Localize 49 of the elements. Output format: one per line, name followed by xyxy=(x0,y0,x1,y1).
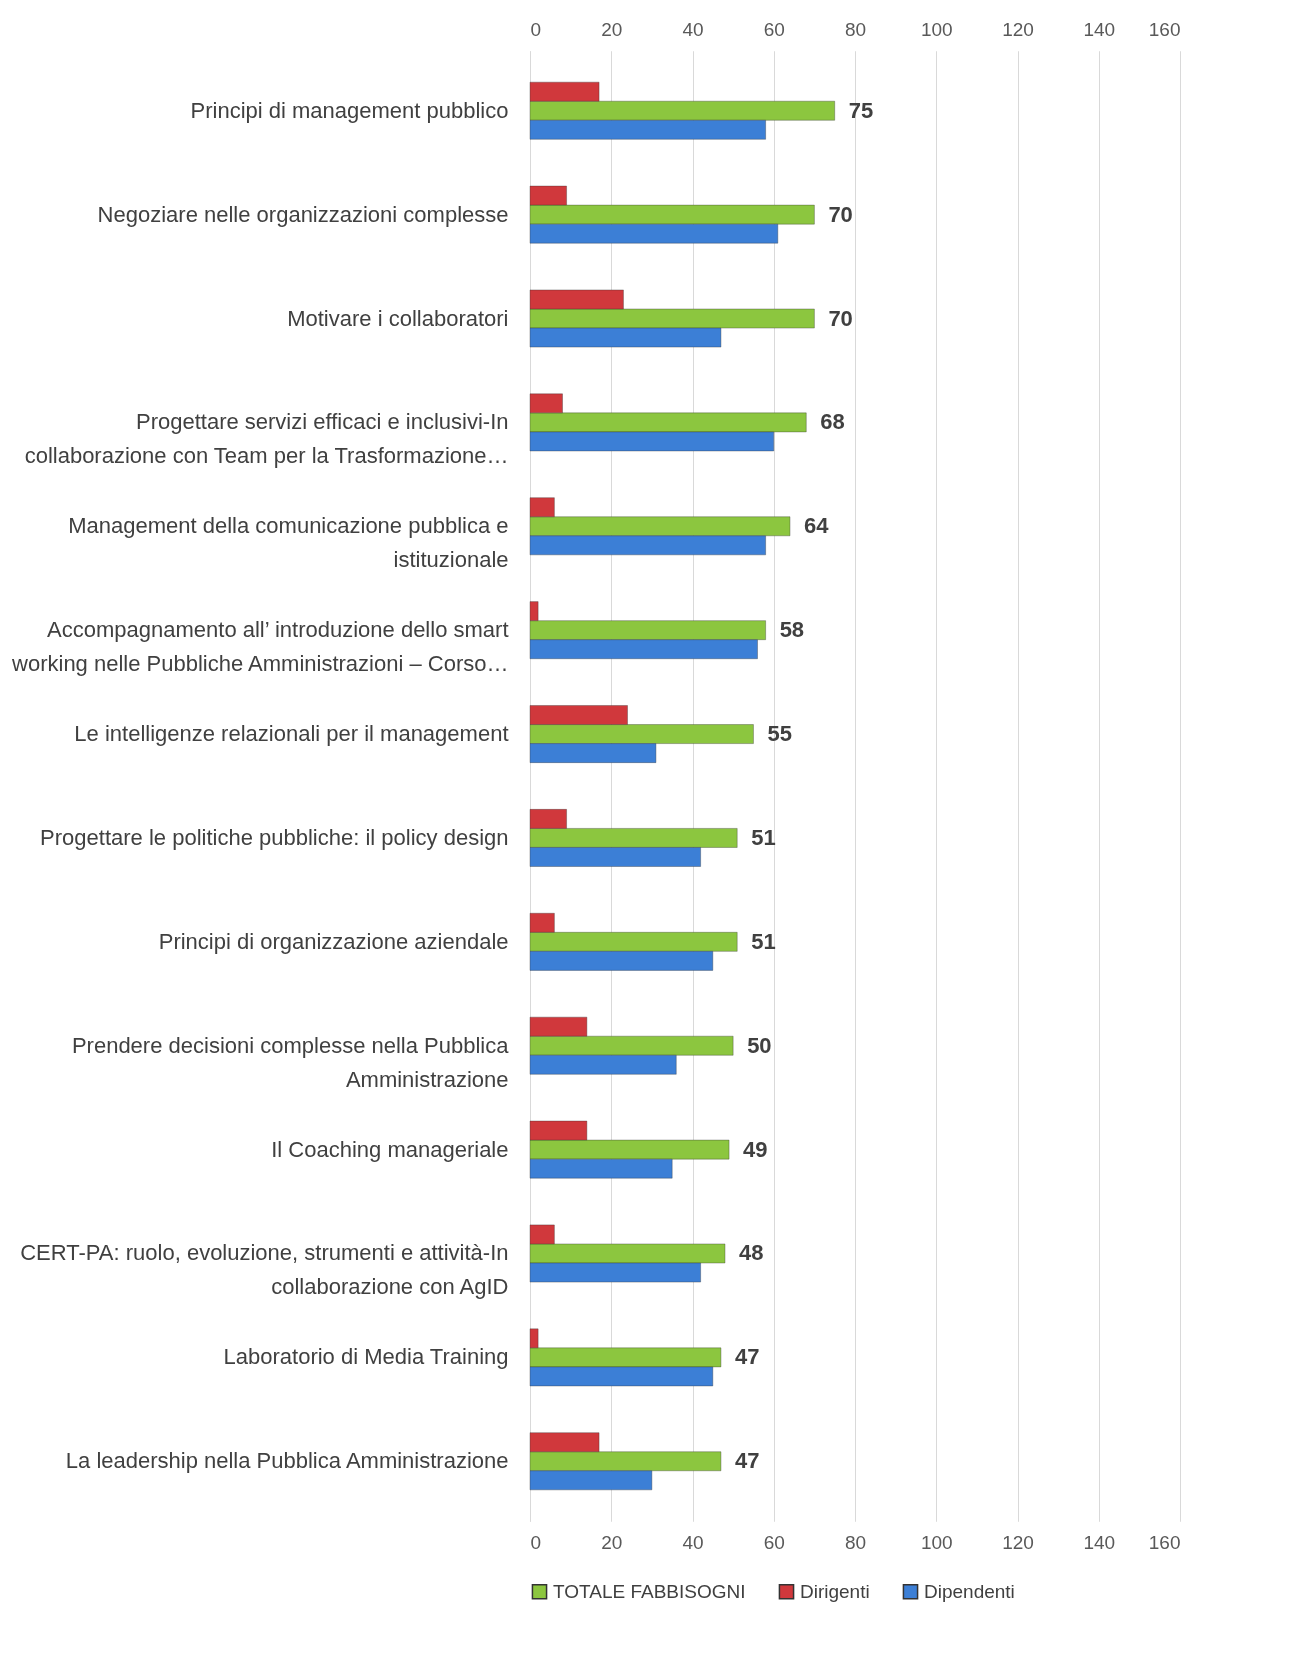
data-label: 58 xyxy=(779,617,805,643)
x-tick-label: 60 xyxy=(763,1531,785,1553)
legend-label: TOTALE FABBISOGNI xyxy=(553,1580,746,1602)
x-tick-label: 120 xyxy=(1002,1531,1034,1553)
x-tick-label: 80 xyxy=(844,1531,867,1553)
data-label: 47 xyxy=(734,1448,760,1474)
data-label: 75 xyxy=(848,97,874,123)
x2-tick-label: 60 xyxy=(763,18,785,40)
y-tick-label: Negoziare nelle organizzazioni complesse xyxy=(97,201,509,227)
data-label: 70 xyxy=(828,201,853,227)
x-tick-label: 160 xyxy=(1148,1531,1181,1553)
data-label: 68 xyxy=(820,409,845,435)
y-tick-label: Motivare i collaboratori xyxy=(287,305,509,331)
x-tick-label: 100 xyxy=(920,1531,953,1553)
x2-tick-label: 20 xyxy=(601,18,623,40)
y-tick-label: Accompagnamento all’ introduzione dello smart working nelle Pubbliche Amministrazioni – Corso… xyxy=(11,617,509,677)
x2-tick-label: 120 xyxy=(1002,18,1034,40)
x-tick-label: 20 xyxy=(601,1531,623,1553)
data-label: 47 xyxy=(734,1344,760,1370)
data-label: 50 xyxy=(747,1032,772,1058)
x-tick-label: 140 xyxy=(1083,1531,1116,1553)
x-tick-label: 40 xyxy=(682,1531,704,1553)
data-label: 64 xyxy=(804,513,830,539)
legend-label: Dipendenti xyxy=(924,1580,1015,1602)
y-tick-label: Principi di organizzazione aziendale xyxy=(158,928,509,954)
y-tick-label: Progettare le politiche pubbliche: il policy design xyxy=(40,824,509,850)
y-tick-label: Progettare servizi efficaci e inclusivi-In collaborazione con Team per la Trasformazione… xyxy=(24,409,509,469)
data-label: 70 xyxy=(828,305,853,331)
y-tick-label: Le intelligenze relazionali per il management xyxy=(74,721,509,747)
legend-label: Dirigenti xyxy=(800,1580,870,1602)
y-tick-label: Prendere decisioni complesse nella Pubblica Amministrazione xyxy=(71,1032,510,1092)
x2-tick-label: 0 xyxy=(530,18,542,40)
y-tick-label: Principi di management pubblico xyxy=(190,97,509,123)
y-tick-label: Management della comunicazione pubblica e istituzionale xyxy=(68,513,509,573)
x2-tick-label: 80 xyxy=(844,18,867,40)
x2-tick-label: 100 xyxy=(920,18,953,40)
x-tick-label: 0 xyxy=(530,1531,542,1553)
y-tick-label: La leadership nella Pubblica Amministrazione xyxy=(65,1448,509,1474)
data-label: 51 xyxy=(751,928,776,954)
y-tick-label: Il Coaching manageriale xyxy=(271,1136,509,1162)
x2-tick-label: 40 xyxy=(682,18,704,40)
data-label: 49 xyxy=(743,1136,768,1162)
data-label: 48 xyxy=(739,1240,764,1266)
data-label: 55 xyxy=(767,721,792,747)
x2-tick-label: 140 xyxy=(1083,18,1116,40)
y-tick-label: CERT-PA: ruolo, evoluzione, strumenti e attività-In collaborazione con AgID xyxy=(20,1240,509,1300)
data-label: 51 xyxy=(751,824,776,850)
x2-tick-label: 160 xyxy=(1148,18,1181,40)
y-tick-label: Laboratorio di Media Training xyxy=(223,1344,509,1370)
